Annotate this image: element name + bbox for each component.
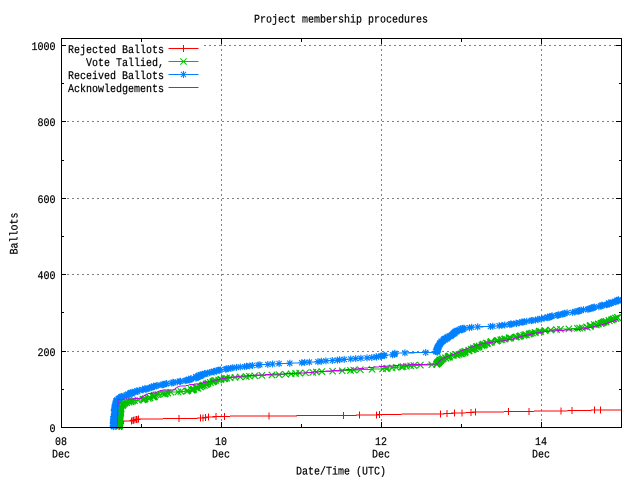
svg-text:Dec: Dec bbox=[212, 449, 230, 462]
svg-text:200: 200 bbox=[38, 347, 56, 360]
svg-text:Vote Tallied,: Vote Tallied, bbox=[86, 57, 164, 70]
svg-text:Rejected Ballots: Rejected Ballots bbox=[68, 44, 164, 57]
svg-text:Dec: Dec bbox=[532, 449, 550, 462]
svg-text:14: 14 bbox=[535, 436, 547, 449]
svg-text:08: 08 bbox=[55, 436, 67, 449]
svg-text:0: 0 bbox=[50, 423, 56, 436]
svg-text:Dec: Dec bbox=[372, 449, 390, 462]
svg-text:1000: 1000 bbox=[32, 41, 56, 54]
svg-text:600: 600 bbox=[38, 194, 56, 207]
svg-text:Date/Time (UTC): Date/Time (UTC) bbox=[296, 466, 386, 479]
svg-text:Received Ballots: Received Ballots bbox=[68, 70, 164, 83]
svg-text:Dec: Dec bbox=[52, 449, 70, 462]
svg-text:Acknowledgements: Acknowledgements bbox=[68, 83, 164, 96]
svg-text:Project membership procedures: Project membership procedures bbox=[254, 14, 428, 27]
svg-text:12: 12 bbox=[375, 436, 387, 449]
svg-text:800: 800 bbox=[38, 117, 56, 130]
svg-text:Ballots: Ballots bbox=[9, 213, 22, 255]
svg-text:400: 400 bbox=[38, 270, 56, 283]
svg-text:10: 10 bbox=[215, 436, 227, 449]
